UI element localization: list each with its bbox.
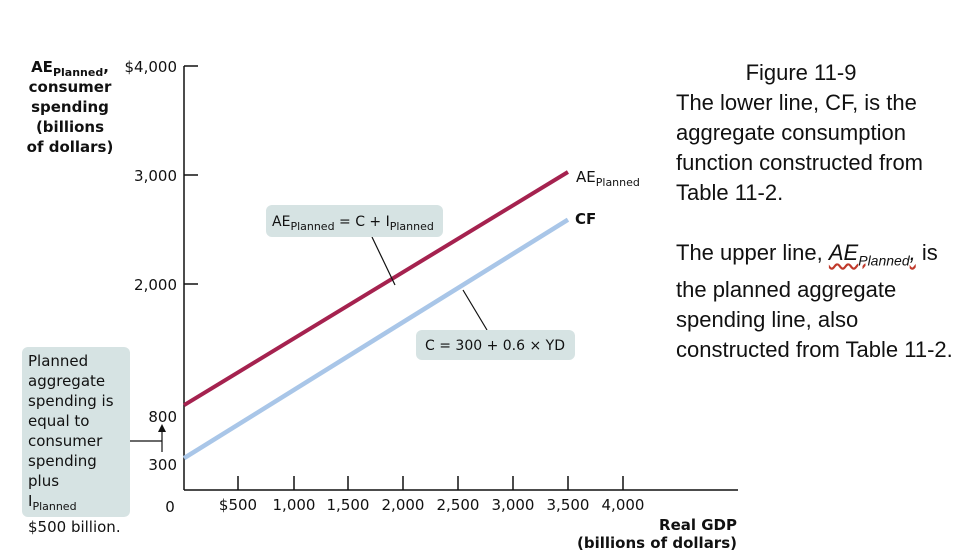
caption-ae-main: AE: [828, 240, 859, 265]
ae-equation-box: [266, 205, 443, 237]
series-line-cf: [182, 217, 570, 461]
c-equation-text: C = 300 + 0.6 × YD: [425, 338, 565, 354]
callout-line: Planned: [28, 352, 89, 370]
x-axis-title-line2: (billions of dollars): [577, 534, 737, 551]
ae-eq-mid: = C + I: [335, 214, 390, 230]
caption-gap: [676, 208, 966, 238]
c-box-leader: [462, 289, 488, 331]
x-tick-label: 1,000: [273, 496, 316, 514]
x-tick-label: 3,500: [547, 496, 590, 514]
callout-box: Planned aggregate spending is equal to c…: [22, 347, 130, 536]
figure-caption: Figure 11-9 The lower line, CF, is the a…: [676, 58, 966, 365]
y-tick-label: 800: [148, 408, 177, 426]
callout-line: $500 billion.: [28, 518, 121, 536]
y-tick-label: 0: [165, 498, 175, 516]
y-tick-label: 2,000: [134, 276, 177, 294]
callout-line: aggregate: [28, 372, 106, 390]
x-tick-label: 4,000: [602, 496, 645, 514]
ae-line-label: AEPlanned: [576, 168, 640, 189]
caption-paragraph-1: The lower line, CF, is the aggregate con…: [676, 90, 924, 205]
ae-line-label-sub: Planned: [596, 176, 640, 189]
x-axis-title: Real GDP: [659, 516, 737, 534]
callout-line-i: IPlanned: [28, 491, 124, 517]
callout-line: consumer: [28, 432, 103, 450]
y-axis-title-line: consumer: [29, 78, 112, 96]
callout-i: I: [28, 492, 33, 510]
x-ticks: $500 1,000 1,500 2,000 2,500 3,000 3,500…: [219, 476, 645, 514]
y-axis-title: AEPlanned,: [31, 58, 109, 79]
caption-paragraph-2: The upper line, AEPlanned, is the planne…: [676, 238, 966, 365]
ae-eq-b-sub: Planned: [390, 220, 434, 233]
callout-arrow-head: [158, 424, 166, 432]
callout-line: equal to: [28, 412, 90, 430]
y-title-main: AE: [31, 58, 53, 76]
x-tick-label: 2,000: [382, 496, 425, 514]
y-axis-title-line: (billions: [36, 118, 104, 136]
y-title-comma: ,: [103, 58, 109, 76]
c-equation-box: [416, 330, 575, 360]
caption-ae-term: AEPlanned,: [828, 240, 916, 269]
x-tick-label: 1,500: [327, 496, 370, 514]
caption-p2-pre: The upper line,: [676, 240, 829, 265]
callout-i-sub: Planned: [32, 500, 77, 513]
callout-line: spending is: [28, 392, 114, 410]
caption-ae-sub: Planned: [858, 252, 910, 269]
series-line-ae: [182, 170, 569, 407]
y-axis-title-line: spending: [31, 98, 109, 116]
callout-line: spending plus: [28, 452, 97, 490]
ae-line-label-main: AE: [576, 168, 596, 186]
ae-box-leader: [371, 236, 396, 286]
y-title-sub: Planned: [53, 66, 103, 79]
figure-number: Figure 11-9: [745, 60, 857, 85]
ae-eq-a-sub: Planned: [290, 220, 334, 233]
x-tick-label: 2,500: [437, 496, 480, 514]
x-tick-label: 3,000: [492, 496, 535, 514]
y-tick-label: 300: [148, 456, 177, 474]
caption-p2-post: is the planned aggregate spending line, …: [676, 240, 953, 363]
y-tick-label: 3,000: [134, 167, 177, 185]
caption-ae-comma: ,: [909, 240, 916, 265]
x-tick-label: $500: [219, 496, 257, 514]
ae-equation-text: AEPlanned = C + IPlanned: [272, 214, 434, 233]
ae-eq-a: AE: [272, 214, 290, 230]
y-axis-title-line: of dollars): [27, 138, 114, 156]
y-tick-label: $4,000: [125, 58, 178, 76]
cf-line-label: CF: [575, 210, 596, 228]
